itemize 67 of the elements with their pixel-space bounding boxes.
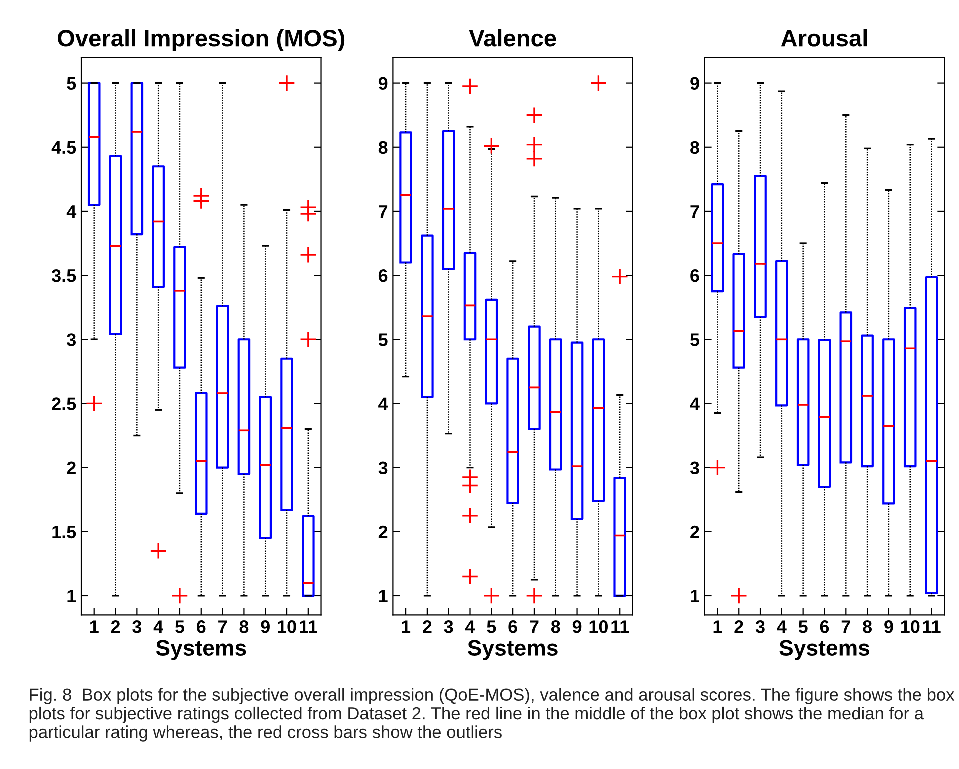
x-tick-label: 8 <box>863 620 872 634</box>
x-tick-label: 3 <box>132 620 142 634</box>
x-tick-label: 4 <box>466 620 476 634</box>
y-tick-label: 8 <box>690 141 700 154</box>
x-tick-label: 7 <box>842 620 850 634</box>
x-tick-label: 1 <box>402 620 411 634</box>
y-tick-label: 5 <box>378 334 388 346</box>
x-tick-label: 7 <box>530 620 539 634</box>
x-axis-title: Systems <box>780 640 870 660</box>
y-tick-label: 7 <box>690 206 700 218</box>
x-tick-label: 5 <box>487 620 496 634</box>
y-tick-label: 2.5 <box>52 398 76 410</box>
x-axis-title: Systems <box>156 640 246 660</box>
y-tick-label: 3 <box>378 462 388 475</box>
y-tick-label: 2 <box>378 526 388 538</box>
y-tick-label: 9 <box>690 77 700 90</box>
y-tick-label: 3 <box>690 462 700 475</box>
x-tick-label: 1 <box>90 620 99 634</box>
y-tick-label: 4.5 <box>52 142 76 154</box>
chart-title: Arousal <box>781 29 868 47</box>
x-tick-label: 2 <box>423 620 432 634</box>
x-tick-label: 10 <box>278 620 296 634</box>
x-tick-label: 6 <box>197 620 206 634</box>
x-axis-title: Systems <box>468 640 558 660</box>
x-tick-label: 6 <box>820 620 830 634</box>
y-tick-label: 1.5 <box>52 526 76 539</box>
x-tick-label: 2 <box>111 620 120 634</box>
x-tick-label: 5 <box>798 620 808 634</box>
y-tick-label: 1 <box>691 590 700 603</box>
chart-title: Valence <box>469 29 556 47</box>
y-tick-label: 4 <box>690 398 700 410</box>
chart-title: Overall Impression (MOS) <box>58 29 345 52</box>
x-tick-label: 7 <box>218 620 228 634</box>
x-tick-label: 8 <box>240 620 249 634</box>
x-tick-label: 3 <box>444 620 454 634</box>
x-tick-label: 11 <box>612 620 630 634</box>
y-tick-label: 6 <box>690 269 700 282</box>
x-tick-label: 4 <box>777 620 787 634</box>
y-tick-label: 9 <box>378 77 388 90</box>
x-tick-label: 9 <box>572 620 582 634</box>
y-tick-label: 3.5 <box>52 269 76 282</box>
x-tick-label: 3 <box>756 620 765 634</box>
y-tick-label: 2 <box>67 462 76 474</box>
x-tick-label: 5 <box>176 620 184 634</box>
y-tick-label: 1 <box>68 590 76 603</box>
y-tick-label: 5 <box>67 77 76 90</box>
x-tick-label: 11 <box>923 620 941 634</box>
x-tick-label: 8 <box>551 620 560 634</box>
y-tick-label: 1 <box>379 590 388 603</box>
y-tick-label: 7 <box>379 206 388 218</box>
y-tick-label: 8 <box>378 141 388 154</box>
x-tick-label: 9 <box>261 620 270 634</box>
x-tick-label: 6 <box>508 620 518 634</box>
x-tick-label: 1 <box>714 620 722 634</box>
y-tick-label: 2 <box>690 526 700 538</box>
x-tick-label: 9 <box>884 620 894 634</box>
y-tick-label: 4 <box>378 398 388 410</box>
y-tick-label: 5 <box>690 334 700 346</box>
caption: Fig. 8 Box plots for the subjective overall impression (QoE-MOS), valence and arousal scores. The figure shows the box plots for subjective ratings collected from Dataset 2. The red line in the middle of the box plot shows the median for a particular rating whereas, the red cross bars show the outliers <box>30 688 955 742</box>
y-tick-label: 6 <box>378 269 388 282</box>
x-tick-label: 4 <box>154 620 164 634</box>
x-tick-label: 10 <box>590 620 608 634</box>
x-tick-label: 11 <box>300 620 318 634</box>
x-tick-label: 10 <box>901 620 920 634</box>
y-tick-label: 4 <box>66 206 77 218</box>
x-tick-label: 2 <box>734 620 744 634</box>
y-tick-label: 3 <box>67 334 76 346</box>
